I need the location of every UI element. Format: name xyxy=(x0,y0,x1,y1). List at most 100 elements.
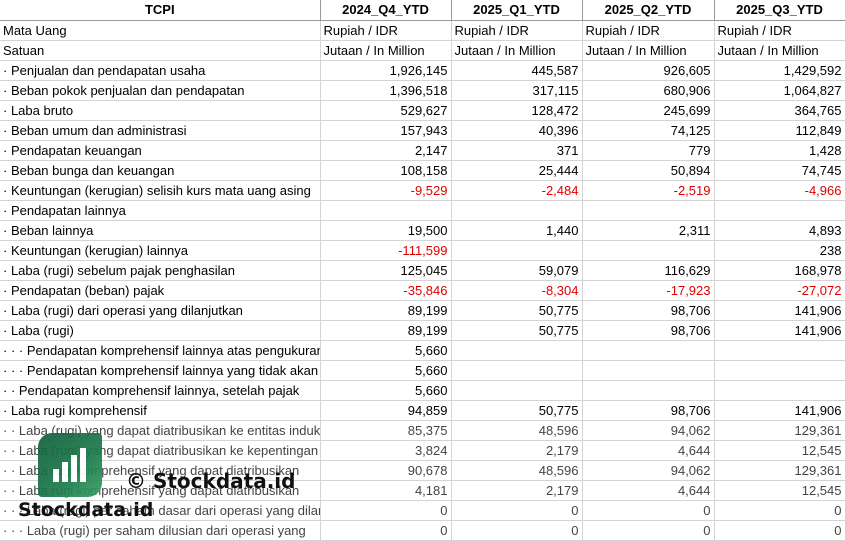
row-label-cell[interactable]: · Pendapatan (beban) pajak xyxy=(0,280,321,301)
value-cell[interactable]: -8,304 xyxy=(451,280,583,301)
value-cell[interactable]: 680,906 xyxy=(582,80,715,101)
period-header[interactable]: 2025_Q2_YTD xyxy=(582,0,715,21)
value-cell[interactable]: -9,529 xyxy=(320,180,452,201)
value-cell[interactable]: 141,906 xyxy=(714,400,845,421)
value-cell[interactable] xyxy=(320,200,452,221)
value-cell[interactable]: 364,765 xyxy=(714,100,845,121)
value-cell[interactable] xyxy=(451,380,583,401)
period-header[interactable]: 2024_Q4_YTD xyxy=(320,0,452,21)
value-cell[interactable]: 74,125 xyxy=(582,120,715,141)
value-cell[interactable]: 2,179 xyxy=(451,440,583,461)
unit-cell[interactable]: Rupiah / IDR xyxy=(714,20,845,41)
value-cell[interactable]: 89,199 xyxy=(320,320,452,341)
value-cell[interactable]: 779 xyxy=(582,140,715,161)
value-cell[interactable]: 125,045 xyxy=(320,260,452,281)
value-cell[interactable]: 157,943 xyxy=(320,120,452,141)
row-label-cell[interactable]: Mata Uang xyxy=(0,20,321,41)
value-cell[interactable]: 0 xyxy=(582,500,715,521)
row-label-cell[interactable]: · · · Laba (rugi) per saham dasar dari o… xyxy=(0,500,321,521)
value-cell[interactable]: 168,978 xyxy=(714,260,845,281)
value-cell[interactable]: 926,605 xyxy=(582,60,715,81)
value-cell[interactable]: 3,824 xyxy=(320,440,452,461)
value-cell[interactable]: 5,660 xyxy=(320,360,452,381)
row-label-cell[interactable]: · Beban lainnya xyxy=(0,220,321,241)
value-cell[interactable]: 1,396,518 xyxy=(320,80,452,101)
period-header[interactable]: 2025_Q1_YTD xyxy=(451,0,583,21)
value-cell[interactable] xyxy=(582,200,715,221)
row-label-cell[interactable]: · Keuntungan (kerugian) selisih kurs mat… xyxy=(0,180,321,201)
value-cell[interactable]: 129,361 xyxy=(714,460,845,481)
row-label-cell[interactable]: · · Laba rugi komprehensif yang dapat di… xyxy=(0,480,321,501)
value-cell[interactable]: 94,859 xyxy=(320,400,452,421)
value-cell[interactable]: 0 xyxy=(320,500,452,521)
value-cell[interactable]: 19,500 xyxy=(320,220,452,241)
value-cell[interactable]: 238 xyxy=(714,240,845,261)
row-label-cell[interactable]: · Pendapatan lainnya xyxy=(0,200,321,221)
value-cell[interactable]: 59,079 xyxy=(451,260,583,281)
value-cell[interactable]: 112,849 xyxy=(714,120,845,141)
value-cell[interactable]: 89,199 xyxy=(320,300,452,321)
value-cell[interactable]: 90,678 xyxy=(320,460,452,481)
value-cell[interactable]: 98,706 xyxy=(582,320,715,341)
value-cell[interactable] xyxy=(714,200,845,221)
value-cell[interactable]: 1,440 xyxy=(451,220,583,241)
value-cell[interactable]: 116,629 xyxy=(582,260,715,281)
value-cell[interactable]: 2,311 xyxy=(582,220,715,241)
value-cell[interactable]: 50,775 xyxy=(451,320,583,341)
value-cell[interactable]: 98,706 xyxy=(582,400,715,421)
value-cell[interactable]: -2,519 xyxy=(582,180,715,201)
value-cell[interactable] xyxy=(451,240,583,261)
value-cell[interactable]: 128,472 xyxy=(451,100,583,121)
value-cell[interactable]: 48,596 xyxy=(451,460,583,481)
value-cell[interactable]: 4,893 xyxy=(714,220,845,241)
value-cell[interactable]: 50,775 xyxy=(451,300,583,321)
value-cell[interactable]: 0 xyxy=(582,520,715,541)
row-label-cell[interactable]: · Beban bunga dan keuangan xyxy=(0,160,321,181)
value-cell[interactable] xyxy=(582,380,715,401)
value-cell[interactable]: 0 xyxy=(451,520,583,541)
value-cell[interactable]: 94,062 xyxy=(582,420,715,441)
row-label-cell[interactable]: · · · Pendapatan komprehensif lainnya at… xyxy=(0,340,321,361)
value-cell[interactable]: 94,062 xyxy=(582,460,715,481)
value-cell[interactable]: -2,484 xyxy=(451,180,583,201)
value-cell[interactable]: 5,660 xyxy=(320,340,452,361)
row-label-cell[interactable]: · Laba (rugi) sebelum pajak penghasilan xyxy=(0,260,321,281)
value-cell[interactable]: -4,966 xyxy=(714,180,845,201)
value-cell[interactable]: 12,545 xyxy=(714,440,845,461)
value-cell[interactable]: 317,115 xyxy=(451,80,583,101)
value-cell[interactable]: 0 xyxy=(714,520,845,541)
value-cell[interactable]: 108,158 xyxy=(320,160,452,181)
row-label-cell[interactable]: · Pendapatan keuangan xyxy=(0,140,321,161)
value-cell[interactable]: 5,660 xyxy=(320,380,452,401)
period-header[interactable]: 2025_Q3_YTD xyxy=(714,0,845,21)
unit-cell[interactable]: Jutaan / In Million xyxy=(451,40,583,61)
value-cell[interactable] xyxy=(582,340,715,361)
value-cell[interactable]: 129,361 xyxy=(714,420,845,441)
value-cell[interactable]: -27,072 xyxy=(714,280,845,301)
value-cell[interactable]: -17,923 xyxy=(582,280,715,301)
value-cell[interactable]: 4,644 xyxy=(582,480,715,501)
value-cell[interactable]: 445,587 xyxy=(451,60,583,81)
value-cell[interactable]: 98,706 xyxy=(582,300,715,321)
row-label-cell[interactable]: · Laba (rugi) dari operasi yang dilanjut… xyxy=(0,300,321,321)
unit-cell[interactable]: Rupiah / IDR xyxy=(451,20,583,41)
value-cell[interactable]: 0 xyxy=(451,500,583,521)
value-cell[interactable]: 141,906 xyxy=(714,320,845,341)
value-cell[interactable]: 50,775 xyxy=(451,400,583,421)
value-cell[interactable] xyxy=(714,380,845,401)
unit-cell[interactable]: Jutaan / In Million xyxy=(582,40,715,61)
value-cell[interactable] xyxy=(582,360,715,381)
value-cell[interactable]: 50,894 xyxy=(582,160,715,181)
value-cell[interactable] xyxy=(451,200,583,221)
unit-cell[interactable]: Jutaan / In Million xyxy=(320,40,452,61)
ticker-header[interactable]: TCPI xyxy=(0,0,321,21)
value-cell[interactable]: 25,444 xyxy=(451,160,583,181)
value-cell[interactable]: 529,627 xyxy=(320,100,452,121)
value-cell[interactable]: 74,745 xyxy=(714,160,845,181)
value-cell[interactable]: 2,179 xyxy=(451,480,583,501)
value-cell[interactable]: 4,644 xyxy=(582,440,715,461)
value-cell[interactable]: 85,375 xyxy=(320,420,452,441)
row-label-cell[interactable]: · Penjualan dan pendapatan usaha xyxy=(0,60,321,81)
row-label-cell[interactable]: · Keuntungan (kerugian) lainnya xyxy=(0,240,321,261)
value-cell[interactable]: 40,396 xyxy=(451,120,583,141)
